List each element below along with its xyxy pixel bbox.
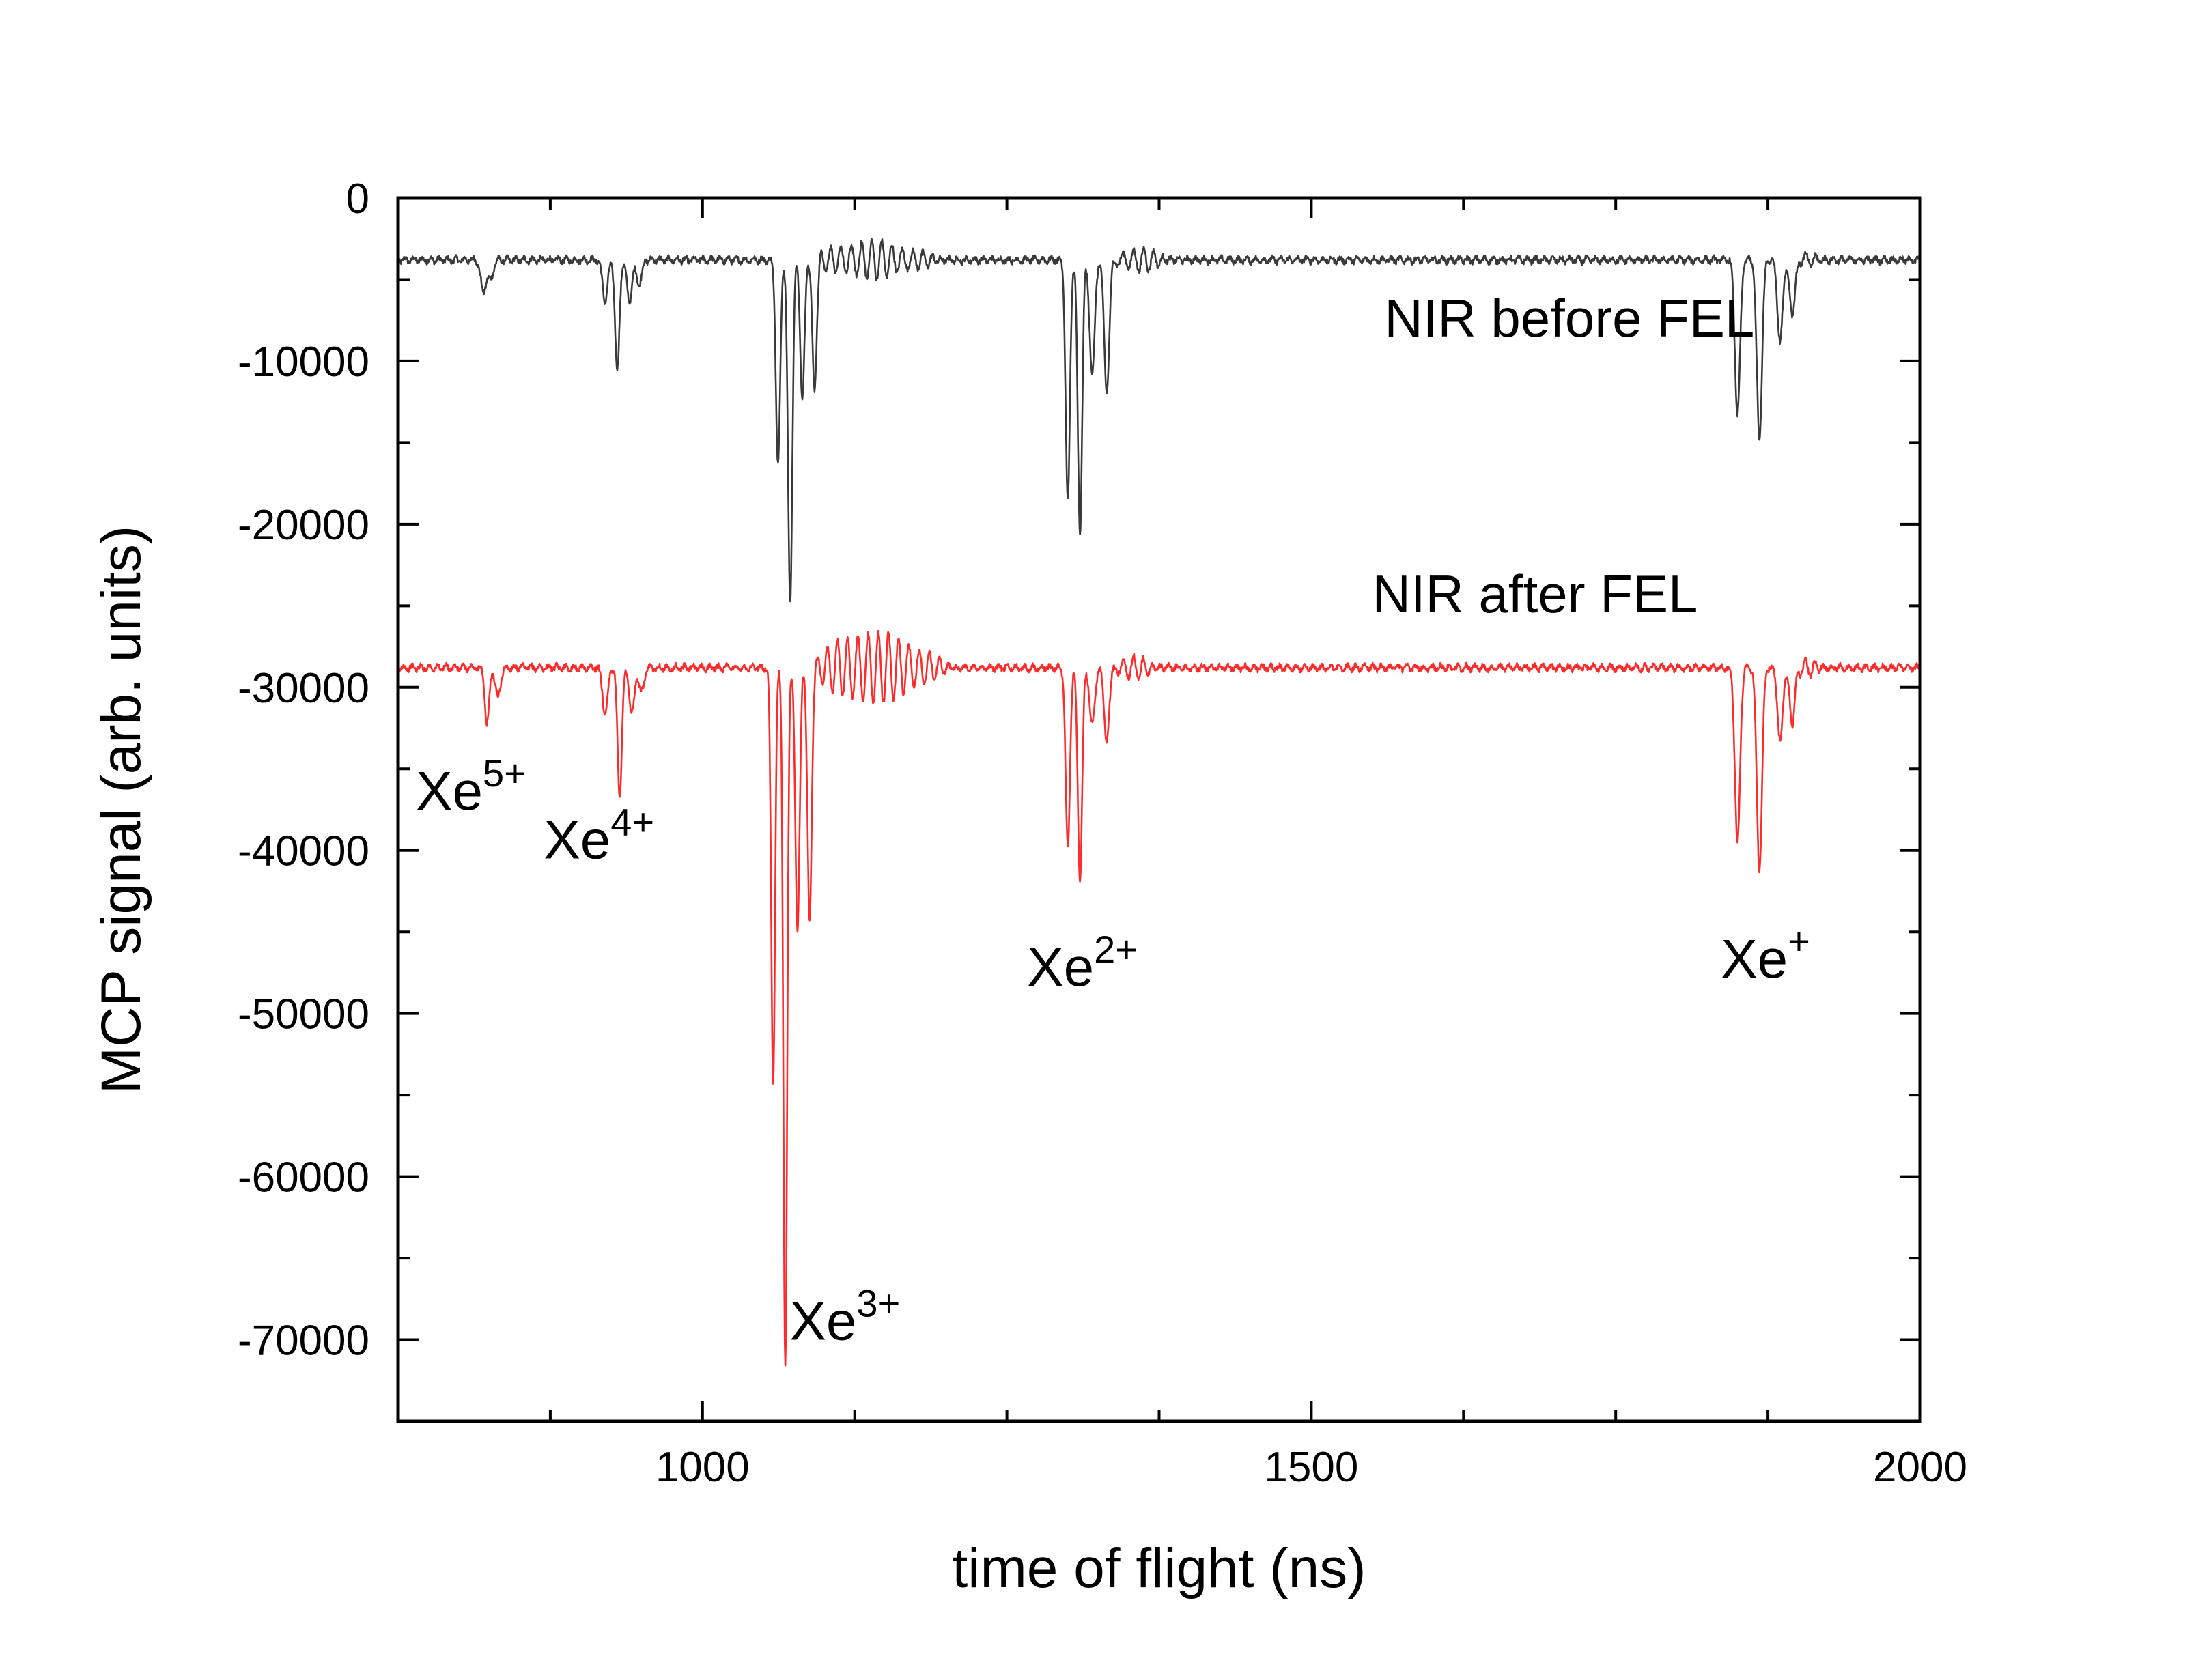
annotations: NIR before FEL NIR after FEL [1372,288,1755,624]
series-line-nir-after-fel [397,629,1921,1367]
ion-label-base: Xe [1027,937,1094,997]
y-tick-label: 0 [346,175,369,223]
ion-label: Xe3+ [790,1282,901,1352]
x-axis-title: time of flight (ns) [952,1537,1366,1599]
plot-frame [396,196,1922,1423]
ion-label-base: Xe [416,760,483,821]
x-tick-labels: 1000 1500 2000 [656,1444,1967,1491]
y-axis-title: MCP signal (arb. units) [90,526,152,1094]
y-tick-label: -70000 [238,1318,369,1365]
ion-label-charge: 5+ [483,752,526,795]
x-tick-label: 2000 [1873,1444,1967,1491]
series-layer [397,238,1921,1367]
ticks-layer [397,197,1922,1423]
ion-label: Xe4+ [544,801,654,870]
x-tick-label: 1000 [656,1444,750,1491]
y-tick-labels: 0 -10000 -20000 -30000 -40000 -50000 -60000 -70… [238,175,369,1365]
y-tick-label: -30000 [238,665,369,712]
ion-label-charge: + [1788,920,1810,963]
ion-label-charge: 2+ [1094,928,1138,971]
ion-label-base: Xe [1721,928,1788,989]
ion-labels: Xe5+Xe4+Xe3+Xe2+ Xe+ [416,752,1810,1352]
y-tick-label: -60000 [238,1154,369,1201]
annotation-label: NIR after FEL [1372,564,1698,624]
y-tick-label: -40000 [238,828,369,875]
ion-label: Xe2+ [1027,928,1138,997]
ion-label-base: Xe [790,1291,857,1352]
y-tick-label: -20000 [238,502,369,549]
ion-label: Xe+ [1721,920,1810,989]
y-tick-label: -10000 [238,339,369,386]
ion-label-charge: 3+ [856,1282,900,1325]
ion-label-base: Xe [544,810,610,870]
x-tick-label: 1500 [1264,1444,1358,1491]
ion-label-charge: 4+ [610,801,654,844]
series-line-nir-before-fel [397,238,1921,603]
y-tick-label: -50000 [238,991,369,1038]
annotation-label: NIR before FEL [1384,288,1754,348]
ion-label: Xe5+ [416,752,526,821]
